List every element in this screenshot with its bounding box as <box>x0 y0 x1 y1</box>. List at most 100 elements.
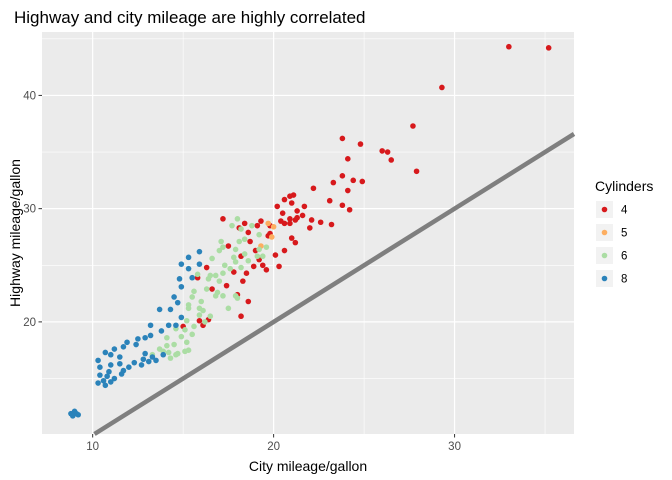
data-point <box>214 289 221 296</box>
data-point <box>330 179 337 186</box>
data-point <box>292 239 299 246</box>
data-point <box>245 257 252 264</box>
data-point <box>238 226 244 232</box>
legend-title: Cylinders <box>595 178 653 194</box>
data-point <box>288 200 295 206</box>
legend-label: 6 <box>621 251 627 263</box>
data-point <box>245 298 252 305</box>
data-point <box>196 312 203 318</box>
data-point <box>133 341 139 348</box>
data-point <box>245 229 252 236</box>
data-point <box>345 187 351 194</box>
data-point <box>138 362 145 368</box>
data-point <box>156 306 163 313</box>
data-point <box>117 354 123 360</box>
data-point <box>95 380 101 386</box>
data-point <box>189 331 195 338</box>
data-point <box>269 234 275 240</box>
data-point <box>205 276 212 282</box>
data-point <box>379 148 385 154</box>
data-point <box>173 351 179 358</box>
legend-label: 4 <box>621 205 628 217</box>
data-point <box>317 219 324 226</box>
data-point <box>265 220 271 227</box>
data-point <box>339 173 346 179</box>
data-point <box>183 339 190 346</box>
data-point <box>142 334 148 341</box>
x-axis-title: City mileage/gallon <box>249 458 367 474</box>
data-point <box>299 212 306 219</box>
data-point <box>142 350 148 357</box>
data-point <box>294 208 300 214</box>
data-point <box>281 196 288 203</box>
data-point <box>279 210 286 216</box>
data-point <box>203 286 210 292</box>
data-point <box>107 362 114 368</box>
data-point <box>287 220 293 227</box>
data-point <box>232 259 239 265</box>
data-point <box>196 317 203 324</box>
data-point <box>202 319 208 325</box>
data-point <box>185 305 192 312</box>
data-point <box>310 185 317 192</box>
data-point <box>328 221 335 228</box>
data-point <box>294 214 300 221</box>
data-point <box>227 265 233 272</box>
data-point <box>506 43 512 50</box>
data-point <box>232 246 239 253</box>
chart-title: Highway and city mileage are highly corr… <box>14 8 366 27</box>
data-point <box>243 270 250 277</box>
data-point <box>254 253 261 260</box>
data-point <box>171 341 177 348</box>
data-point <box>225 305 232 312</box>
data-point <box>200 307 206 314</box>
data-point <box>111 375 118 382</box>
series-cyl-8 <box>68 248 203 419</box>
data-point <box>212 272 219 279</box>
data-point <box>236 238 243 245</box>
data-point <box>247 238 253 245</box>
data-point <box>274 203 281 210</box>
y-tick-label: 20 <box>23 317 36 329</box>
data-point <box>120 344 127 350</box>
data-point <box>173 322 179 329</box>
data-point <box>439 84 445 91</box>
data-point <box>124 339 130 346</box>
data-point <box>241 251 248 257</box>
data-point <box>238 264 244 271</box>
x-tick-label: 10 <box>86 441 99 453</box>
data-point <box>145 358 152 365</box>
data-point <box>140 356 147 363</box>
data-point <box>185 347 192 354</box>
data-point <box>164 342 170 349</box>
data-point <box>147 322 154 329</box>
data-point <box>106 368 112 375</box>
data-point <box>111 346 118 352</box>
data-point <box>307 225 313 231</box>
data-point <box>220 293 226 299</box>
legend-label: 5 <box>621 228 627 240</box>
data-point <box>216 278 223 284</box>
data-point <box>241 220 248 227</box>
data-points <box>68 43 552 419</box>
data-point <box>221 262 228 269</box>
data-point <box>359 178 366 185</box>
data-point <box>69 413 76 419</box>
data-point <box>97 372 103 378</box>
data-point <box>149 354 156 360</box>
y-tick-label: 30 <box>23 204 36 216</box>
data-point <box>75 411 81 418</box>
data-point <box>250 263 257 270</box>
data-point <box>97 364 103 370</box>
data-point <box>326 197 333 204</box>
x-axis-ticks: 10 20 30 <box>86 434 461 453</box>
data-point <box>158 328 165 334</box>
data-point <box>259 253 266 260</box>
data-point <box>288 235 295 241</box>
legend-items: 4 5 6 8 <box>596 201 628 287</box>
data-point <box>357 141 364 147</box>
data-point <box>196 248 203 255</box>
data-point <box>178 333 185 340</box>
data-point <box>234 216 241 222</box>
